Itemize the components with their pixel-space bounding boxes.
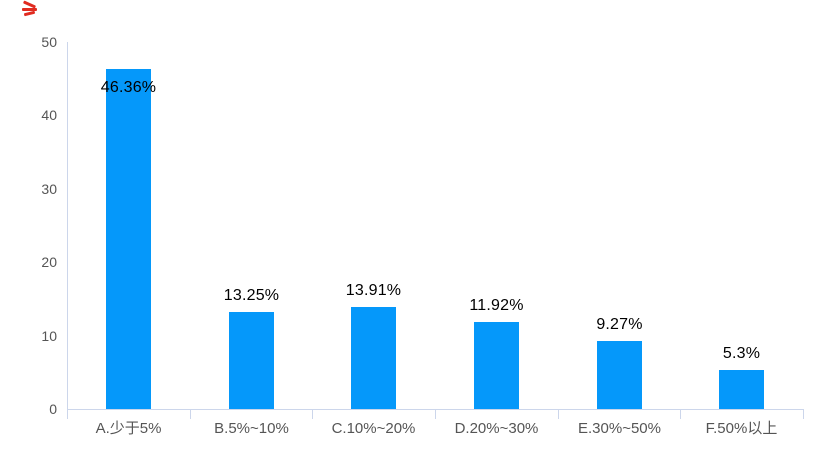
red-mark-stroke [22,8,37,11]
x-axis-tick [67,409,68,419]
bar-d[interactable] [474,322,519,409]
bar-b[interactable] [229,312,274,409]
y-axis-tick-label: 10 [41,327,57,344]
x-axis-category-label: B.5%~10% [214,420,289,437]
bar-f[interactable] [719,370,764,409]
y-axis-tick-label: 50 [41,34,57,50]
x-axis-tick [312,409,313,419]
bar-value-label: 46.36% [100,79,157,96]
bar-value-label: 13.25% [223,287,280,304]
bar-value-label: 5.3% [722,345,761,362]
y-axis-tick-label: 20 [41,254,57,271]
x-axis-category-label: A.少于5% [95,420,162,437]
x-axis-category-label: F.50%以上 [705,420,778,437]
bar-e[interactable] [597,341,642,409]
x-axis-tick [190,409,191,419]
bar-c[interactable] [351,307,396,409]
y-axis-tick-label: 0 [49,401,57,417]
bar-value-label: 11.92% [469,297,524,314]
y-axis-tick-label: 30 [41,180,57,197]
red-mark-artifact [21,0,39,17]
y-axis-tick-label: 40 [41,107,57,124]
x-axis-tick [435,409,436,419]
x-axis-tick [680,409,681,419]
x-axis-tick [803,409,804,419]
x-axis-category-label: C.10%~20% [331,420,416,437]
y-axis-line [67,42,68,410]
bar-value-label: 9.27% [596,316,643,333]
red-mark-stroke [23,10,36,17]
x-axis-tick [558,409,559,419]
bar-a[interactable] [106,69,151,409]
x-axis-category-label: E.30%~50% [578,420,661,437]
bar-value-label: 13.91% [345,282,402,299]
x-axis-category-label: D.20%~30% [454,420,539,437]
